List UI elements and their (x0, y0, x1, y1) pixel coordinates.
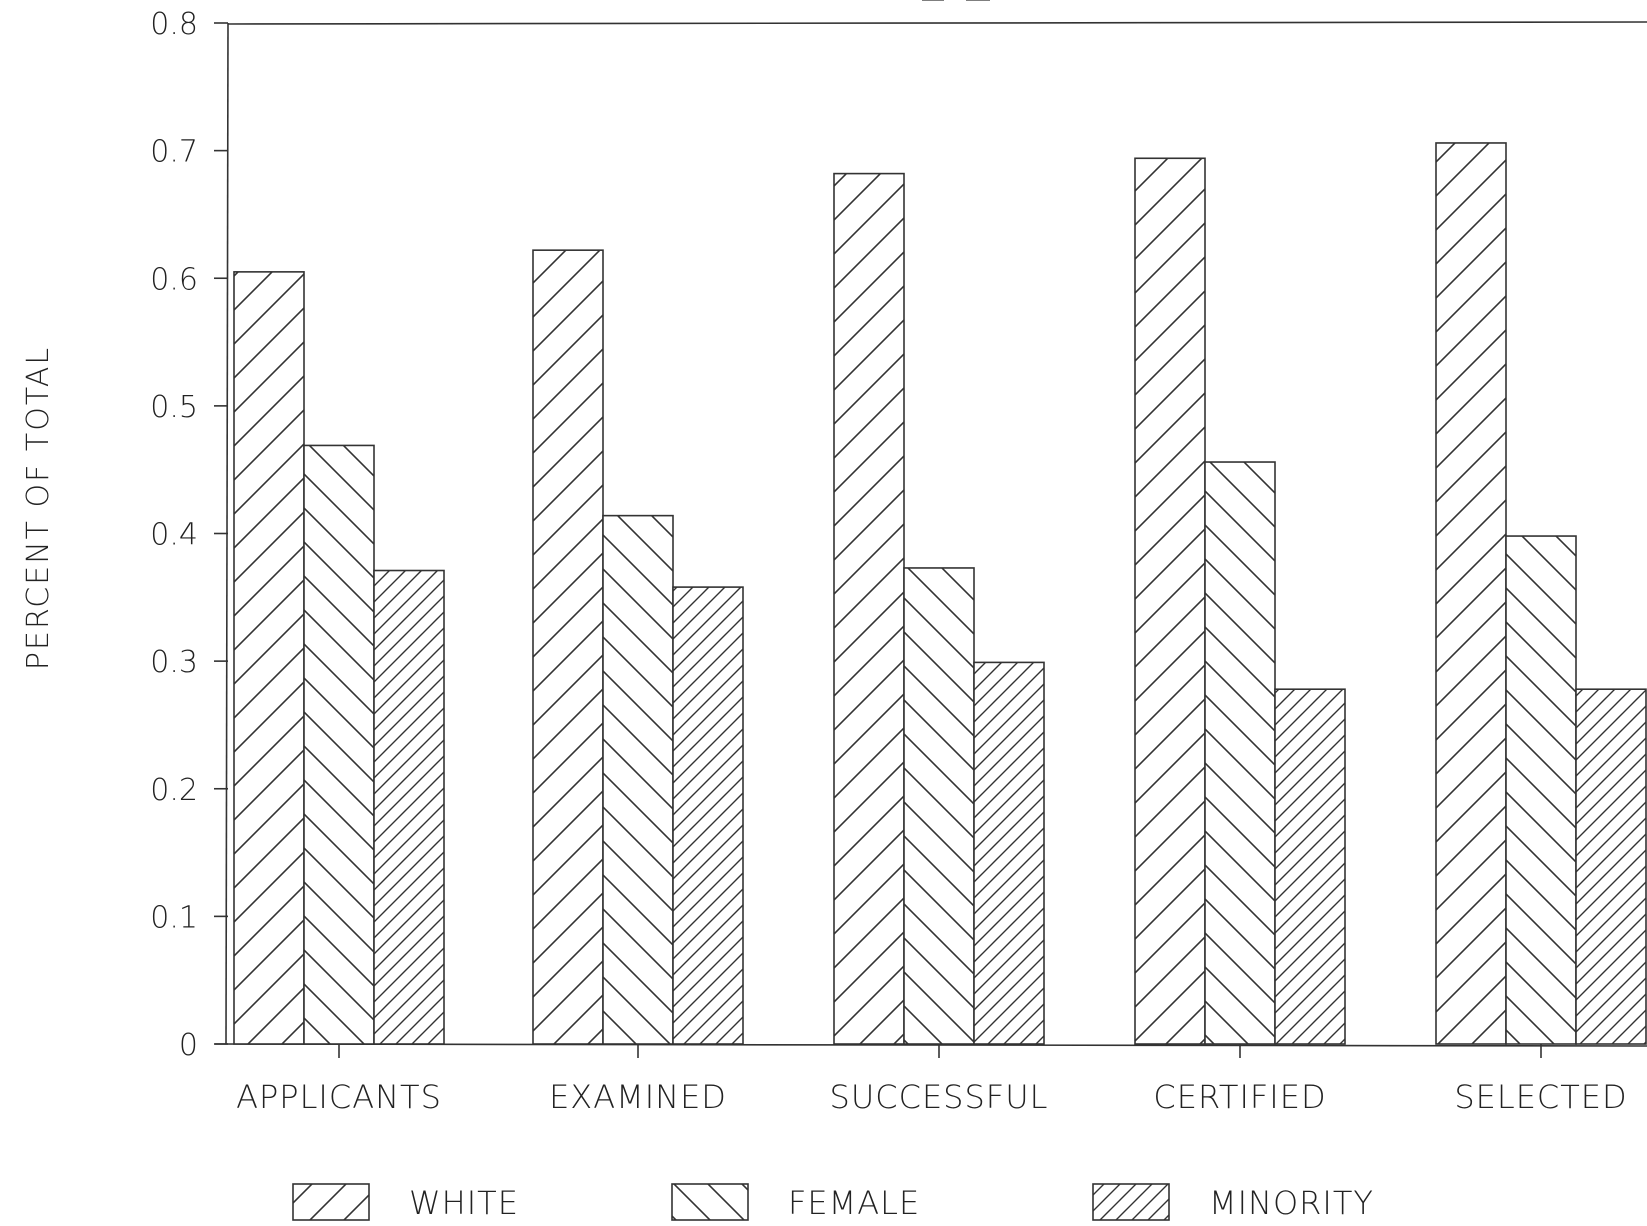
y-tick-label: 0.8 (150, 7, 198, 42)
y-tick-label: 0.7 (150, 135, 198, 170)
y-tick-label: 0.6 (150, 262, 198, 297)
legend-label-minority: MINORITY (1209, 1184, 1374, 1222)
bar-minority-selected (1575, 688, 1647, 1045)
bar-white-applicants (233, 271, 305, 1045)
x-axis-ticks: APPLICANTS EXAMINED SUCCESSFUL CERTIFIED SEL… (236, 1044, 1627, 1116)
x-tick-label-selected: SELECTED (1454, 1078, 1627, 1116)
bar-minority-certified (1274, 688, 1346, 1045)
bars (233, 142, 1647, 1045)
y-tick-label: 0.2 (150, 773, 198, 808)
x-axis-line (214, 1043, 1647, 1047)
y-tick-label: 0.1 (150, 900, 198, 935)
bar-female-selected (1505, 535, 1577, 1045)
x-tick-label-examined: EXAMINED (549, 1078, 727, 1116)
bar-white-successful (833, 172, 905, 1045)
legend-label-female: FEMALE (788, 1184, 920, 1222)
bar-white-selected (1435, 142, 1507, 1045)
y-tick-label: 0.5 (150, 390, 198, 425)
bar-white-certified (1134, 157, 1206, 1045)
y-tick-label: 0 (179, 1028, 198, 1063)
plot-top-border (227, 21, 1647, 25)
legend-swatch-white (292, 1183, 370, 1221)
legend-swatch-female (671, 1183, 749, 1221)
bar-female-certified (1204, 461, 1276, 1045)
legend-swatch-minority (1092, 1183, 1170, 1221)
bar-minority-successful (973, 661, 1045, 1045)
bar-female-examined (602, 514, 674, 1045)
bar-minority-applicants (373, 569, 445, 1045)
bar-minority-examined (672, 586, 744, 1045)
legend: WHITE FEMALE MINORITY (292, 1183, 1374, 1222)
x-tick-label-applicants: APPLICANTS (236, 1078, 442, 1116)
y-tick-label: 0.3 (150, 645, 198, 680)
legend-label-white: WHITE (409, 1184, 519, 1222)
y-axis-title: PERCENT OF TOTAL (21, 346, 56, 670)
y-axis-ticks: 0 0.1 0.2 0.3 0.4 0.5 0.6 0.7 0.8 (150, 7, 228, 1063)
bar-white-examined (532, 249, 604, 1045)
x-tick-label-successful: SUCCESSFUL (830, 1078, 1049, 1116)
y-tick-label: 0.4 (150, 518, 198, 553)
bar-female-applicants (303, 444, 375, 1045)
bar-female-successful (903, 567, 975, 1045)
scan-artifacts (227, 0, 1647, 25)
x-tick-label-certified: CERTIFIED (1153, 1078, 1326, 1116)
